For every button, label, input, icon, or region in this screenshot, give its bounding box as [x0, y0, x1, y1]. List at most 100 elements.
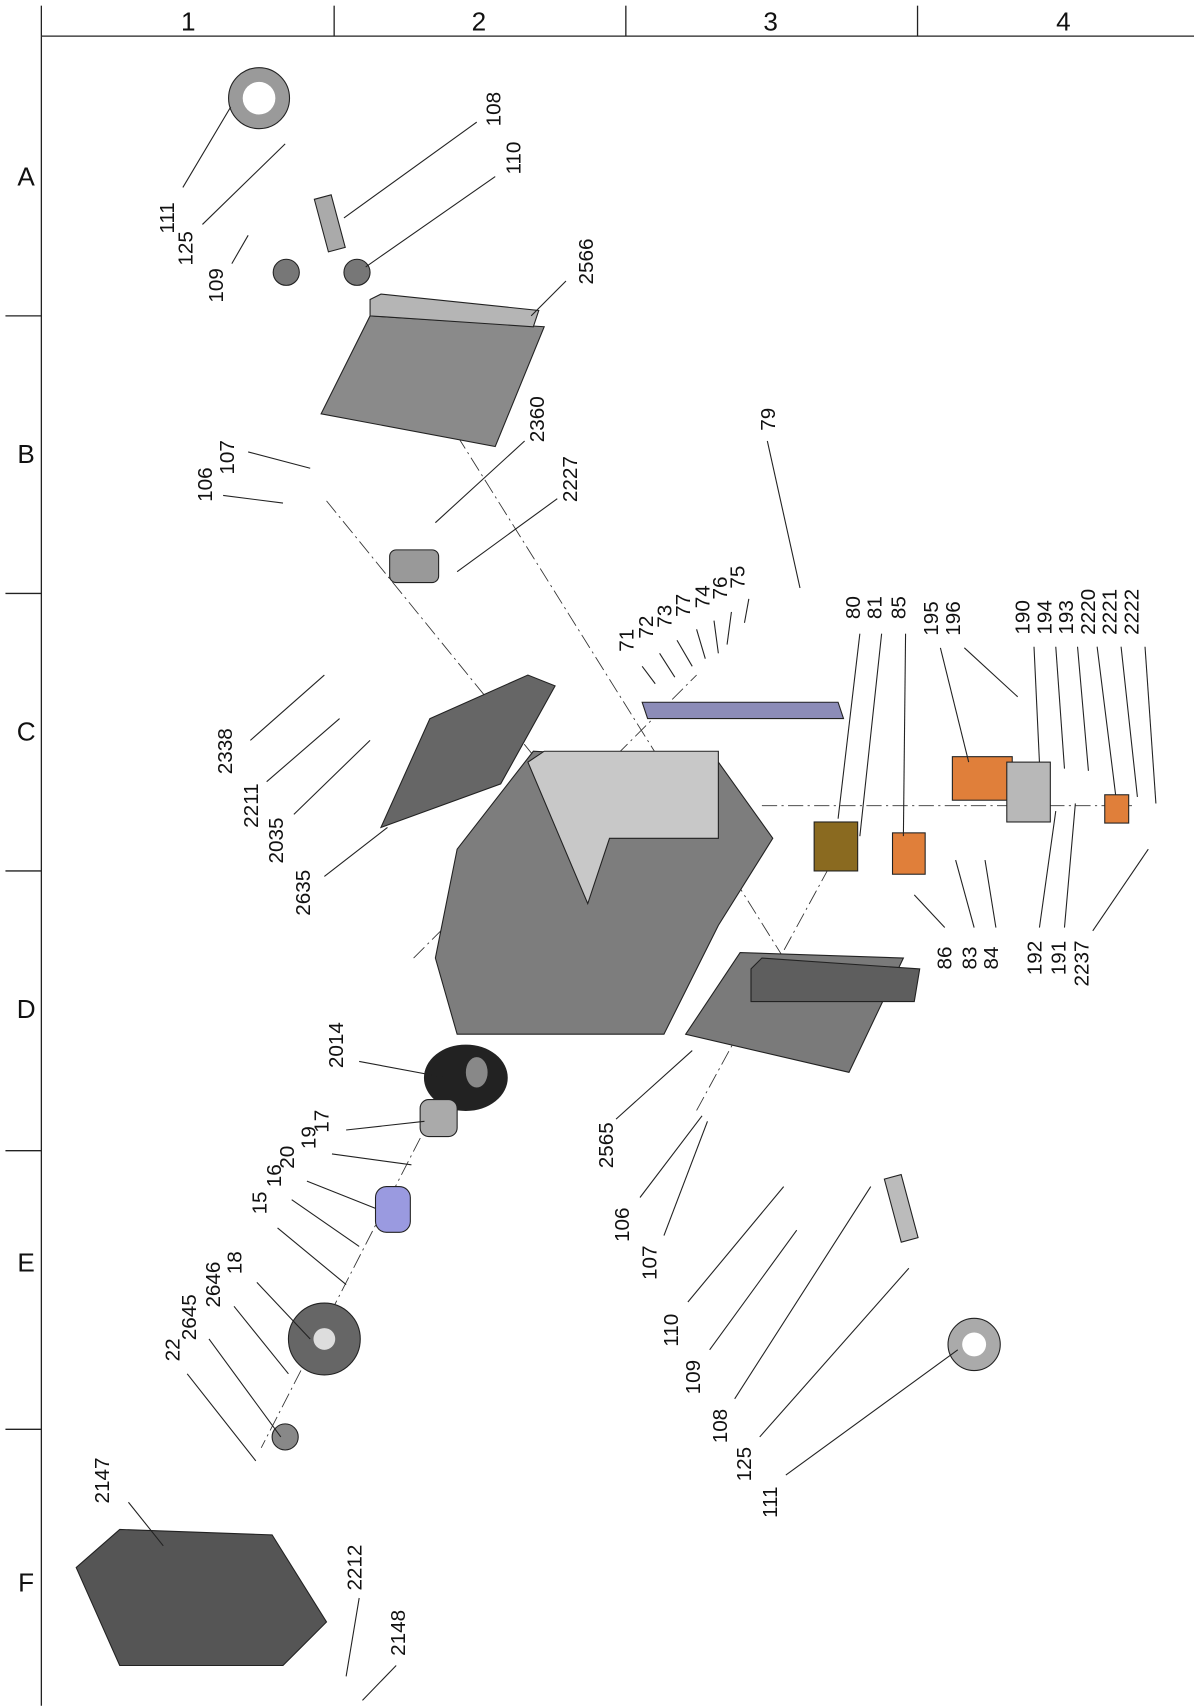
part-number: 2221	[1099, 589, 1122, 635]
part-number: 2212	[343, 1545, 366, 1591]
leader-line	[128, 1501, 164, 1547]
column-label: 4	[1056, 7, 1071, 37]
part-number: 111	[759, 1487, 782, 1518]
column-label: 2	[472, 7, 487, 37]
part-number: 109	[205, 268, 228, 303]
part-number: 2211	[240, 783, 263, 827]
leader-line	[963, 647, 1019, 698]
part-number: 192	[1024, 941, 1047, 976]
part-number: 106	[611, 1207, 634, 1242]
part-number: 2035	[265, 817, 288, 863]
leader-line	[984, 859, 997, 928]
part-number: 2220	[1077, 589, 1100, 635]
leader-line	[324, 826, 388, 877]
labels: 1 2 3 4ABCDEF111125109108110256610710623602…	[17, 7, 1157, 1701]
leader-line	[277, 1227, 347, 1285]
leader-line	[687, 1186, 785, 1303]
leader-line	[713, 620, 719, 654]
part-number: 107	[216, 440, 239, 475]
part-number: 106	[194, 467, 217, 502]
part-number: 110	[660, 1314, 683, 1347]
leader-line	[696, 629, 706, 659]
leader-line	[1033, 646, 1040, 763]
leader-line	[359, 1060, 447, 1079]
part-number: 75	[726, 566, 749, 589]
leader-line	[456, 498, 558, 573]
leader-line	[365, 176, 496, 268]
leader-line	[233, 1305, 289, 1375]
part-number: 2566	[575, 238, 598, 284]
part-number: 2148	[387, 1610, 410, 1656]
row-label: A	[17, 161, 35, 191]
leader-line	[345, 1597, 360, 1677]
leader-line	[248, 451, 311, 469]
leader-line	[939, 647, 970, 763]
part-number: 125	[175, 231, 198, 266]
part-number: 2338	[214, 728, 237, 774]
row-label: F	[18, 1567, 34, 1597]
part-number: 109	[682, 1360, 705, 1395]
leader-line	[759, 1267, 910, 1438]
parts	[75, 67, 1130, 1667]
part-number: 15	[249, 1191, 272, 1214]
leader-line	[346, 1120, 425, 1131]
column-label: 3	[763, 7, 778, 37]
leader-line	[231, 235, 249, 264]
leader-line	[530, 280, 567, 317]
part-number: 193	[1055, 600, 1078, 635]
leader-line	[266, 718, 340, 783]
leader-line	[1120, 646, 1138, 798]
leader-line	[249, 674, 325, 741]
part-number: 85	[888, 596, 911, 619]
part-number: 16	[263, 1164, 286, 1187]
part-number: 81	[864, 596, 887, 619]
leader-line	[709, 1229, 798, 1351]
part-number: 2237	[1070, 940, 1093, 986]
leader-line	[1144, 646, 1157, 804]
column-label: 1	[181, 7, 196, 37]
part-number: 2227	[559, 456, 582, 502]
part-number: 72	[635, 616, 658, 639]
leader-line	[766, 440, 801, 589]
leader-line	[202, 143, 286, 225]
part-number: 71	[615, 629, 638, 652]
leader-line	[859, 633, 883, 837]
part-number: 83	[958, 947, 981, 970]
leader-line	[663, 1121, 708, 1236]
leader-line	[208, 1338, 282, 1438]
part-number: 2222	[1120, 589, 1143, 635]
leader-line	[343, 121, 478, 219]
part-number: 108	[709, 1409, 732, 1444]
leader-line	[435, 440, 525, 524]
leader-line	[955, 859, 975, 928]
part-number: 22	[162, 1338, 185, 1361]
part-number: 2645	[178, 1294, 201, 1340]
row-label: C	[17, 716, 36, 746]
leader-line	[615, 1050, 693, 1120]
part-number: 2014	[325, 1022, 348, 1068]
leader-line	[913, 894, 946, 928]
leader-line	[659, 652, 676, 678]
leader-line	[362, 1665, 397, 1701]
row-label: B	[17, 439, 34, 469]
leader-line	[182, 106, 232, 188]
row-label: E	[17, 1247, 34, 1277]
part-number: 17	[311, 1110, 334, 1133]
leader-line	[743, 598, 750, 623]
leader-line	[639, 1115, 703, 1198]
leader-line	[837, 633, 861, 819]
part-number: 74	[692, 585, 715, 608]
frame	[5, 5, 1194, 1706]
leader-line	[186, 1373, 257, 1462]
leader-line	[734, 1186, 872, 1400]
part-number: 79	[757, 408, 780, 431]
leader-line	[1076, 646, 1089, 771]
part-number: 20	[276, 1146, 299, 1169]
part-number: 76	[709, 576, 732, 599]
leader-line	[256, 1282, 311, 1340]
leader-line	[1063, 803, 1076, 928]
leader-line	[306, 1180, 376, 1209]
leader-line	[641, 666, 656, 685]
leader-line	[223, 494, 284, 504]
part-number: 111	[156, 202, 179, 233]
